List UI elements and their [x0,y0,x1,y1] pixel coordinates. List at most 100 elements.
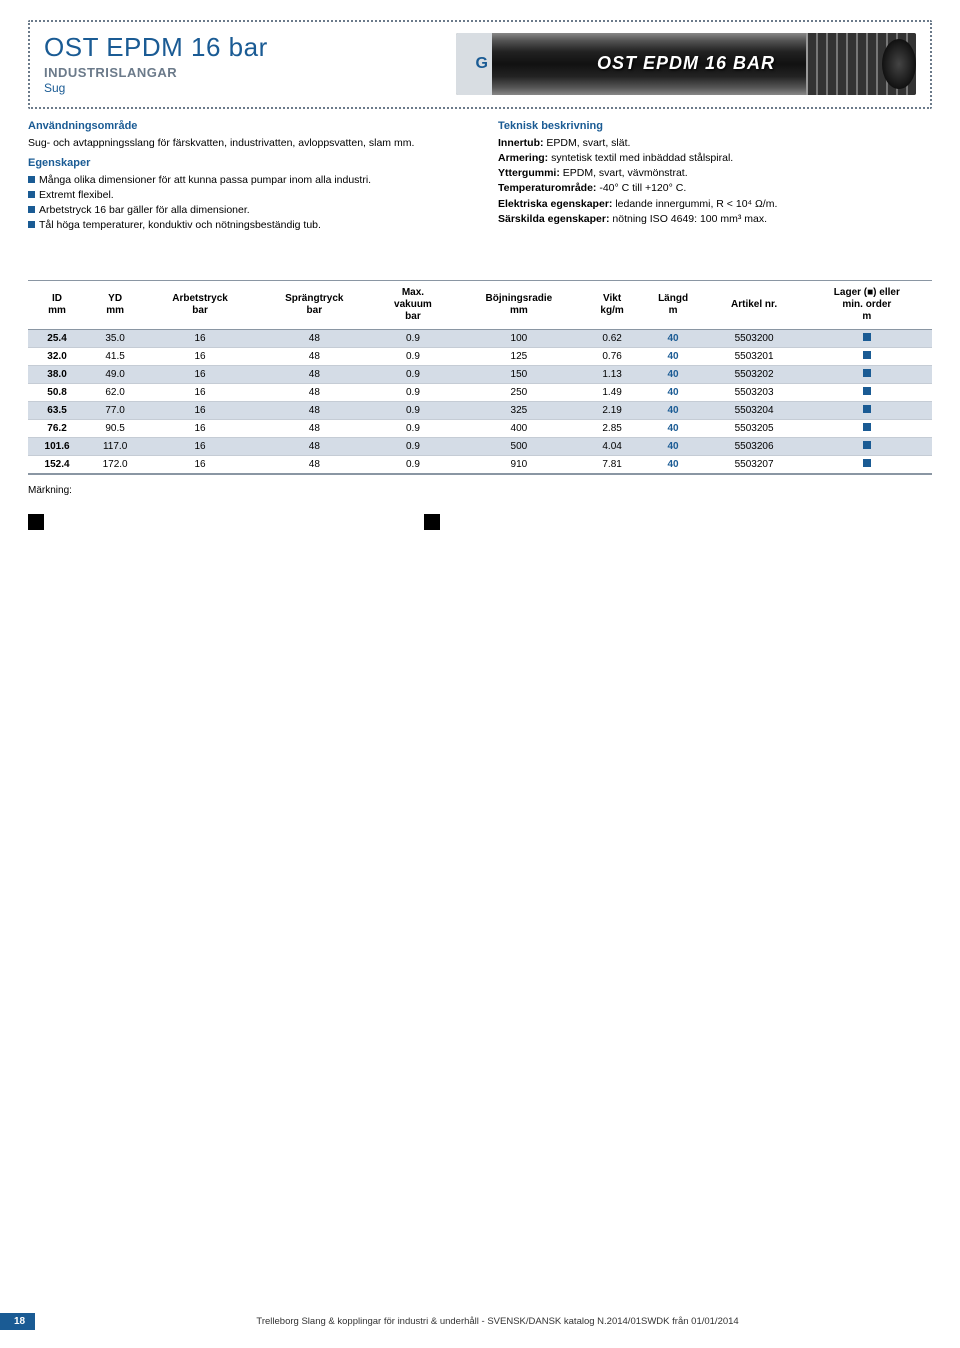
table-cell: 5503200 [706,329,801,347]
table-cell: 48 [256,419,373,437]
table-cell: 125 [453,347,584,365]
bullet-text: Arbetstryck 16 bar gäller för alla dimen… [39,203,250,217]
bullet-square-icon [28,221,35,228]
table-cell: 0.9 [373,419,454,437]
hose-image-label: OST EPDM 16 BAR [597,53,775,74]
tech-line: Innertub: EPDM, svart, slät. [498,136,932,150]
table-body: 25.435.016480.91000.6240550320032.041.51… [28,329,932,474]
table-cell: 40 [640,401,707,419]
page-footer: 18 Trelleborg Slang & kopplingar för ind… [0,1313,960,1330]
description-columns: Användningsområde Sug- och avtappningssl… [28,119,932,234]
table-cell: 48 [256,365,373,383]
table-cell: 2.85 [585,419,640,437]
page-number: 18 [0,1313,35,1330]
marking-box-2 [424,514,440,530]
table-cell: 0.9 [373,401,454,419]
table-cell: 5503205 [706,419,801,437]
bullet-square-icon [28,206,35,213]
bullet-text: Extremt flexibel. [39,188,114,202]
table-cell: 2.19 [585,401,640,419]
tech-label: Innertub: [498,137,544,149]
table-header-cell: YDmm [86,280,144,329]
table-cell: 25.4 [28,329,86,347]
table-cell: 16 [144,437,256,455]
table-cell: 48 [256,437,373,455]
stock-cell [802,437,932,455]
table-cell: 38.0 [28,365,86,383]
table-cell: 40 [640,329,707,347]
hose-left-cap: G [456,33,492,95]
table-cell: 0.9 [373,383,454,401]
tech-value: -40° C till +120° C. [596,182,686,194]
stock-cell [802,329,932,347]
table-cell: 5503203 [706,383,801,401]
usage-text: Sug- och avtappningsslang för färskvatte… [28,136,462,150]
table-cell: 172.0 [86,455,144,474]
table-cell: 32.0 [28,347,86,365]
table-row: 63.577.016480.93252.19405503204 [28,401,932,419]
table-cell: 40 [640,383,707,401]
bullet-text: Tål höga temperaturer, konduktiv och nöt… [39,218,321,232]
table-cell: 16 [144,401,256,419]
tech-value: syntetisk textil med inbäddad stålspiral… [548,152,733,164]
tech-label: Armering: [498,152,548,164]
table-cell: 910 [453,455,584,474]
page: OST EPDM 16 bar INDUSTRISLANGAR Sug G OS… [0,0,960,1348]
tech-value: nötning ISO 4649: 100 mm³ max. [609,213,767,225]
table-cell: 16 [144,347,256,365]
table-cell: 0.62 [585,329,640,347]
stock-square-icon [863,387,871,395]
usage-heading: Användningsområde [28,119,462,134]
table-cell: 16 [144,455,256,474]
bullet-square-icon [28,176,35,183]
tech-label: Elektriska egenskaper: [498,198,612,210]
table-header-cell: Viktkg/m [585,280,640,329]
table-cell: 63.5 [28,401,86,419]
stock-square-icon [863,351,871,359]
product-title: OST EPDM 16 bar [44,32,268,63]
table-row: 25.435.016480.91000.62405503200 [28,329,932,347]
table-cell: 0.9 [373,437,454,455]
table-cell: 90.5 [86,419,144,437]
table-cell: 16 [144,365,256,383]
tech-line: Yttergummi: EPDM, svart, vävmönstrat. [498,166,932,180]
table-cell: 7.81 [585,455,640,474]
bullet-item: Tål höga temperaturer, konduktiv och nöt… [28,218,462,232]
hose-end-cap [882,39,916,89]
table-cell: 62.0 [86,383,144,401]
table-header-cell: Lager (■) ellermin. orderm [802,280,932,329]
spec-table-wrap: IDmmYDmmArbetstryckbarSprängtryckbarMax.… [28,280,932,475]
tech-label: Särskilda egenskaper: [498,213,609,225]
table-cell: 76.2 [28,419,86,437]
bullet-text: Många olika dimensioner för att kunna pa… [39,173,371,187]
table-cell: 48 [256,401,373,419]
table-cell: 16 [144,383,256,401]
table-header-cell: Längdm [640,280,707,329]
product-category: INDUSTRISLANGAR [44,65,268,80]
table-cell: 0.9 [373,329,454,347]
header-box: OST EPDM 16 bar INDUSTRISLANGAR Sug G OS… [28,20,932,109]
bullet-item: Arbetstryck 16 bar gäller för alla dimen… [28,203,462,217]
table-header-cell: Artikel nr. [706,280,801,329]
table-cell: 150 [453,365,584,383]
stock-cell [802,383,932,401]
marking-boxes [28,514,932,530]
table-cell: 500 [453,437,584,455]
table-header-cell: Böjningsradiemm [453,280,584,329]
tech-line: Armering: syntetisk textil med inbäddad … [498,151,932,165]
stock-square-icon [863,369,871,377]
tech-value: EPDM, svart, vävmönstrat. [560,167,688,179]
stock-cell [802,401,932,419]
left-column: Användningsområde Sug- och avtappningssl… [28,119,462,234]
table-row: 32.041.516480.91250.76405503201 [28,347,932,365]
stock-square-icon [863,441,871,449]
right-column: Teknisk beskrivning Innertub: EPDM, svar… [498,119,932,234]
table-cell: 16 [144,329,256,347]
table-cell: 325 [453,401,584,419]
table-cell: 5503201 [706,347,801,365]
tech-lines: Innertub: EPDM, svart, slät.Armering: sy… [498,136,932,226]
table-cell: 117.0 [86,437,144,455]
table-cell: 0.9 [373,455,454,474]
table-cell: 48 [256,455,373,474]
table-cell: 16 [144,419,256,437]
